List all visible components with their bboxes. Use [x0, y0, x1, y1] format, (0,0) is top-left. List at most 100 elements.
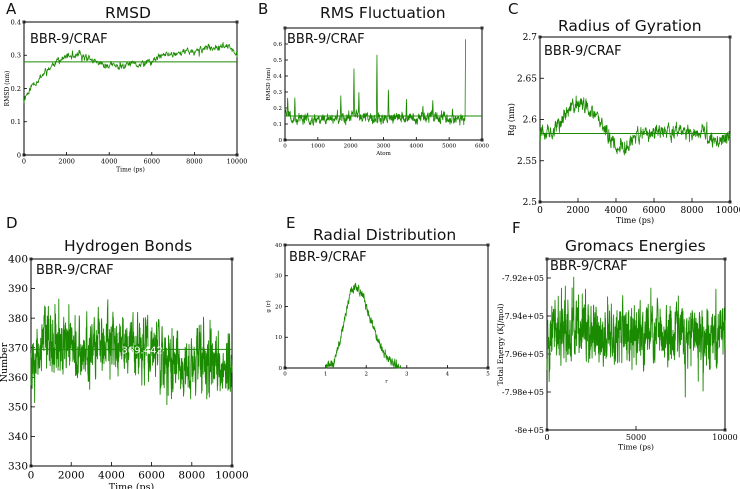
series-label: BBR-9/CRAF [544, 44, 622, 59]
y-tick-label: 0.3 [11, 52, 21, 60]
x-tick-label: 2000 [58, 470, 85, 482]
y-axis-label: RMSD (nm) [265, 68, 272, 101]
y-tick-label: 2.6 [523, 116, 538, 126]
series-line [325, 282, 402, 369]
y-axis-label: g (r) [265, 300, 272, 312]
x-tick-label: 8000 [178, 470, 205, 482]
chart-title: Radius of Gyration [558, 17, 702, 35]
corner-marker [728, 35, 732, 39]
series-label: BBR-9/CRAF [289, 250, 367, 265]
y-tick-label: 0.2 [11, 85, 21, 93]
y-tick-label: 370 [8, 342, 28, 354]
chart-title: Radial Distribution [313, 226, 457, 244]
x-tick-label: 0 [544, 433, 549, 442]
chart-title: Gromacs Energies [565, 237, 706, 255]
x-tick-label: 3000 [377, 144, 391, 150]
x-tick-label: 6000 [138, 470, 165, 482]
average-label: 369.442 [121, 345, 162, 356]
x-tick-label: 0 [283, 372, 287, 378]
panel-letter: E [286, 214, 296, 232]
chart-title: RMSD [105, 4, 151, 22]
y-tick-label: 390 [8, 283, 28, 295]
chart-rmsd: 0 2000 4000 6000 8000 10000 0 0.1 0.2 0.3 0.4 Time … [4, 18, 247, 173]
x-tick-label: 0 [28, 470, 35, 482]
x-axis-label: Atom [375, 151, 391, 157]
y-tick-label: 2.55 [517, 157, 537, 167]
x-tick-label: 6000 [475, 144, 489, 150]
panel-letter: F [512, 219, 521, 237]
x-axis-label: r [385, 379, 388, 385]
series-label: BBR-9/CRAF [36, 263, 114, 278]
series-line [539, 95, 731, 156]
x-tick-label: 1 [324, 372, 328, 378]
x-tick-label: 6000 [144, 158, 161, 166]
y-tick-label: 0.6 [273, 42, 282, 48]
chart-radius-of-gyration: 0 2000 4000 6000 8000 10000 2.5 2.55 2.6 2.65 2.7 T… [507, 33, 740, 225]
y-tick-label: 0.3 [273, 90, 282, 96]
chart-radial-distribution: 0 1 2 3 4 5 0 10 20 30 40 r g (r) [265, 243, 490, 385]
corner-marker [480, 26, 484, 30]
y-axis-label: Rg (nm) [507, 103, 516, 136]
y-tick-label: 2.65 [517, 74, 537, 84]
x-tick-label: 8000 [186, 158, 203, 166]
x-tick-label: 8000 [681, 206, 704, 216]
y-tick-label: 400 [8, 254, 28, 266]
x-tick-label: 3 [405, 372, 409, 378]
x-tick-label: 10000 [716, 206, 740, 216]
corner-marker [723, 257, 727, 261]
y-tick-label: 380 [8, 313, 28, 325]
corner-marker [230, 257, 234, 261]
x-axis-label: Time (ps) [116, 167, 145, 174]
x-tick-label: 5 [486, 372, 490, 378]
y-tick-label: 0 [279, 366, 283, 372]
series-line [30, 298, 233, 406]
x-tick-label: 2000 [58, 158, 75, 166]
x-tick-label: 0 [22, 158, 26, 166]
y-tick-label: -7.96e+05 [502, 350, 544, 359]
x-tick-label: 10000 [227, 158, 248, 166]
x-tick-label: 6000 [643, 206, 666, 216]
corner-marker [545, 257, 549, 261]
series-label: BBR-9/CRAF [550, 259, 628, 274]
x-tick-label: 4000 [101, 158, 118, 166]
y-tick-label: 0.4 [273, 74, 282, 80]
plot-frame [539, 36, 731, 203]
y-tick-label: 40 [275, 243, 282, 249]
series-line [23, 42, 238, 104]
x-axis-label: Time (ps) [109, 482, 154, 489]
y-tick-label: 2.7 [523, 33, 538, 43]
y-tick-label: 0.1 [11, 118, 21, 126]
y-tick-label: -7.98e+05 [502, 388, 544, 397]
x-tick-label: 4 [446, 372, 450, 378]
panel-letter: A [6, 0, 17, 18]
panel-letter: D [6, 214, 18, 232]
x-tick-label: 0 [537, 206, 543, 216]
series-line [546, 276, 726, 398]
x-tick-label: 2000 [567, 206, 590, 216]
y-tick-label: -7.92e+05 [502, 274, 544, 283]
y-tick-label: 30 [275, 274, 282, 280]
series-line [284, 39, 466, 126]
corner-marker [486, 243, 490, 247]
y-tick-label: 340 [8, 431, 28, 443]
chart-hydrogen-bonds: 0 2000 4000 6000 8000 10000 330 340 350 360 370 380… [0, 254, 249, 489]
y-tick-label: -8e+05 [515, 426, 544, 435]
x-axis-label: Time (ps) [618, 443, 654, 452]
x-tick-label: 2000 [344, 144, 358, 150]
y-tick-label: 0 [279, 138, 283, 144]
chart-rmsf: 0 1000 2000 3000 4000 5000 6000 0 0.1 0.2 0.3 0.4 0.… [265, 26, 489, 157]
corner-marker [283, 26, 287, 30]
y-tick-label: 2.5 [523, 198, 538, 208]
y-axis-label: RMSD (nm) [4, 71, 11, 107]
x-tick-label: 5000 [442, 144, 456, 150]
y-axis-label: Number [0, 342, 10, 382]
x-tick-label: 5000 [626, 433, 646, 442]
corner-marker [235, 20, 239, 24]
x-tick-label: 4000 [409, 144, 423, 150]
series-label: BBR-9/CRAF [287, 32, 365, 47]
y-tick-label: 0.4 [11, 18, 21, 26]
y-tick-label: 350 [8, 402, 28, 414]
panel-letter: C [508, 0, 519, 18]
y-tick-label: 0 [17, 151, 21, 159]
x-tick-label: 0 [283, 144, 287, 150]
